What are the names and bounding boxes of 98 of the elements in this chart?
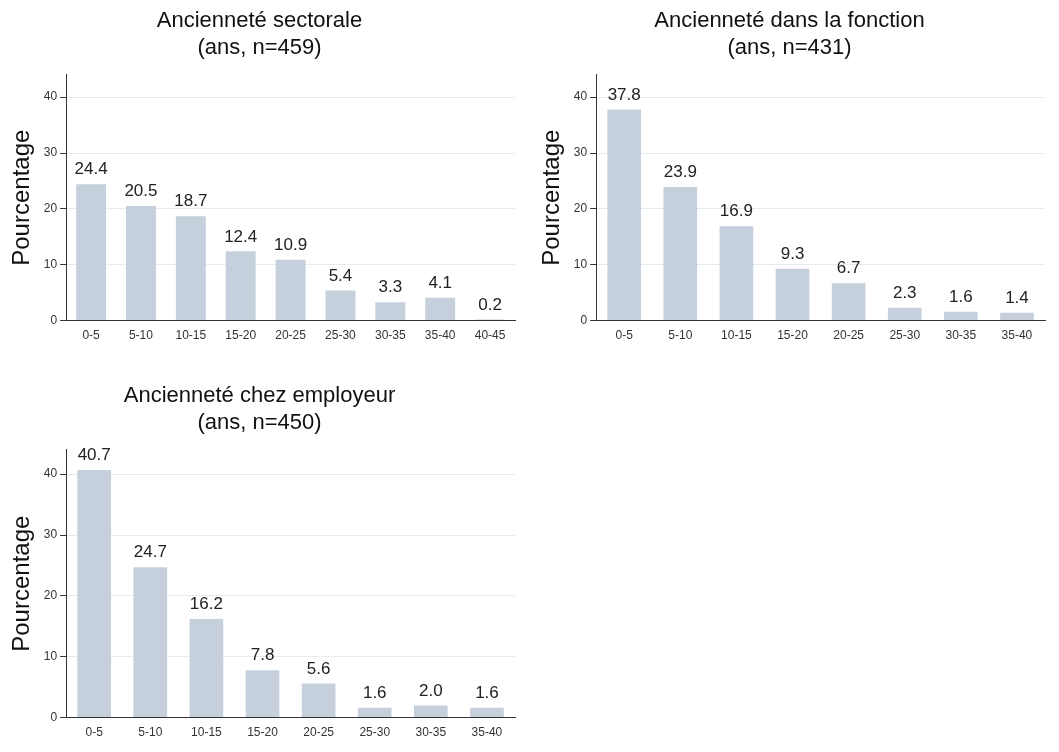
bar — [301, 683, 336, 718]
x-tick-label: 15-20 — [225, 328, 257, 343]
data-label: 18.7 — [174, 191, 208, 211]
chart-title: Ancienneté chez employeur — [123, 382, 396, 408]
chart-subtitle: (ans, n=450) — [197, 408, 322, 434]
bar — [414, 705, 448, 718]
x-tick-label: 5-10 — [668, 328, 693, 343]
x-tick-label: 30-35 — [374, 328, 406, 343]
x-tick-label: 15-20 — [247, 725, 279, 740]
x-tick-label: 20-25 — [303, 725, 335, 740]
x-tick-label: 35-40 — [1001, 328, 1033, 343]
data-label: 12.4 — [224, 226, 258, 246]
y-axis-title: Pourcentage — [7, 515, 35, 652]
bar — [133, 567, 168, 718]
x-tick-label: 0-5 — [82, 328, 101, 343]
bar — [225, 251, 256, 321]
y-tick-label: 20 — [43, 201, 58, 216]
data-label: 10.9 — [274, 234, 308, 254]
y-tick-label: 0 — [580, 312, 588, 327]
bar — [887, 307, 922, 321]
data-label: 16.2 — [189, 594, 223, 614]
data-label: 0.2 — [478, 294, 502, 314]
bar — [607, 109, 642, 321]
bar — [775, 268, 810, 321]
y-tick-label: 30 — [573, 145, 588, 160]
chart-subtitle: (ans, n=459) — [197, 33, 322, 59]
bar — [470, 707, 504, 718]
y-tick-label: 0 — [50, 312, 58, 327]
bar — [325, 290, 356, 321]
data-label: 20.5 — [124, 181, 158, 201]
bar — [77, 469, 112, 718]
x-tick-label: 30-35 — [415, 725, 447, 740]
data-label: 37.8 — [607, 84, 641, 104]
bar — [76, 184, 107, 321]
y-tick-label: 20 — [573, 201, 588, 216]
y-tick-label: 30 — [43, 527, 58, 542]
data-label: 40.7 — [77, 445, 111, 465]
data-label: 1.6 — [475, 683, 499, 703]
x-tick-label: 0-5 — [615, 328, 634, 343]
y-axis-title: Pourcentage — [537, 129, 565, 266]
x-tick-label: 20-25 — [275, 328, 307, 343]
x-tick-label: 30-35 — [945, 328, 977, 343]
data-label: 23.9 — [663, 162, 697, 182]
data-label: 2.3 — [892, 282, 917, 302]
x-tick-label: 5-10 — [128, 328, 154, 343]
bar — [944, 311, 978, 321]
data-label: 4.1 — [428, 272, 453, 292]
bar — [719, 226, 754, 321]
bar — [375, 302, 406, 321]
x-tick-label: 25-30 — [325, 328, 357, 343]
data-label: 24.4 — [74, 159, 108, 179]
x-tick-label: 25-30 — [889, 328, 921, 343]
y-tick-label: 10 — [43, 257, 58, 272]
x-tick-label: 15-20 — [777, 328, 809, 343]
y-tick-label: 10 — [43, 649, 58, 664]
bar — [663, 187, 698, 321]
bar — [126, 206, 156, 321]
x-tick-label: 25-30 — [359, 725, 391, 740]
x-tick-label: 10-15 — [191, 725, 223, 740]
data-label: 5.6 — [306, 658, 331, 678]
bar — [275, 259, 306, 321]
y-tick-label: 0 — [50, 709, 58, 724]
chart-title: Ancienneté sectorale — [156, 7, 363, 33]
chart-title: Ancienneté dans la fonction — [654, 7, 925, 33]
data-label: 2.0 — [419, 680, 443, 700]
data-label: 24.7 — [133, 542, 167, 562]
y-axis-title: Pourcentage — [7, 129, 35, 266]
data-label: 5.4 — [328, 265, 353, 285]
data-label: 6.7 — [836, 258, 861, 278]
data-label: 1.6 — [949, 286, 973, 306]
x-tick-label: 10-15 — [721, 328, 753, 343]
bar — [175, 216, 206, 321]
data-label: 3.3 — [378, 277, 403, 297]
bar — [831, 283, 866, 321]
y-tick-label: 20 — [43, 588, 58, 603]
x-tick-label: 35-40 — [424, 328, 456, 343]
data-label: 1.4 — [1005, 287, 1029, 307]
x-tick-label: 20-25 — [833, 328, 865, 343]
data-label: 7.8 — [250, 645, 275, 665]
x-tick-label: 5-10 — [138, 725, 163, 740]
bar — [425, 297, 456, 321]
x-tick-label: 40-45 — [474, 328, 506, 343]
bar — [245, 670, 280, 718]
y-tick-label: 40 — [573, 89, 588, 104]
y-tick-label: 40 — [43, 89, 58, 104]
x-tick-label: 0-5 — [85, 725, 104, 740]
x-tick-label: 35-40 — [471, 725, 503, 740]
data-label: 9.3 — [780, 243, 805, 263]
y-tick-label: 10 — [573, 257, 588, 272]
y-tick-label: 40 — [43, 466, 58, 481]
bar — [189, 619, 224, 718]
bar — [357, 707, 392, 718]
data-label: 1.6 — [362, 683, 387, 703]
y-tick-label: 30 — [43, 145, 58, 160]
bar — [1000, 312, 1034, 321]
data-label: 16.9 — [719, 201, 753, 221]
x-tick-label: 10-15 — [175, 328, 207, 343]
chart-subtitle: (ans, n=431) — [727, 33, 852, 59]
